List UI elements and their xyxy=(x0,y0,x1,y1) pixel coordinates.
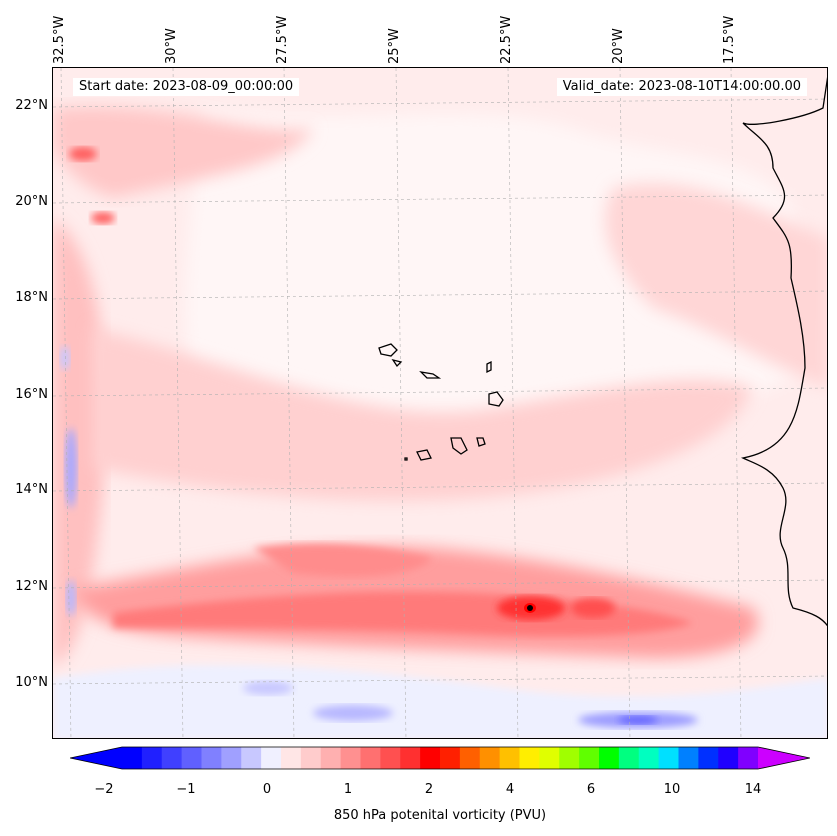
valid-date-label: Valid_date: 2023-08-10T14:00:00.00 xyxy=(556,78,807,96)
colorbar-segment xyxy=(658,747,679,769)
colorbar-tick-label: −2 xyxy=(94,782,114,797)
meridian-gridline xyxy=(619,68,631,738)
colorbar-segment xyxy=(201,747,222,769)
colorbar-segment xyxy=(281,747,302,769)
colorbar-title: 850 hPa potenital vorticity (PVU) xyxy=(333,808,547,823)
colorbar-tick-label: 2 xyxy=(424,782,434,797)
colorbar-segment xyxy=(718,747,739,769)
longitude-label: 20°W xyxy=(611,28,626,64)
gridlines xyxy=(53,68,827,738)
longitude-label: 25°W xyxy=(387,28,402,64)
colorbar-segment xyxy=(122,747,143,769)
colorbar-tick-label: 10 xyxy=(663,782,681,797)
colorbar-segment xyxy=(261,747,282,769)
colorbar-extend-low xyxy=(70,747,122,769)
colorbar-segment xyxy=(320,747,342,769)
colorbar-tick-label: 4 xyxy=(505,782,515,797)
meridian-gridline xyxy=(283,68,295,738)
meridian-gridline xyxy=(507,68,519,738)
colorbar-segment xyxy=(221,747,242,769)
colorbar-segment xyxy=(380,747,401,769)
colorbar-segment xyxy=(360,747,381,769)
colorbar-segment xyxy=(300,747,322,769)
colorbar-segment xyxy=(161,747,183,769)
longitude-label: 30°W xyxy=(164,28,179,64)
colorbar-segment xyxy=(698,747,719,769)
longitude-label: 32.5°W xyxy=(52,15,67,64)
colorbar-segment xyxy=(340,747,361,769)
colorbar-segment xyxy=(420,747,441,769)
colorbar-tick-label: −1 xyxy=(176,782,196,797)
start-date-label: Start date: 2023-08-09_00:00:00 xyxy=(73,78,300,96)
pv-field-map xyxy=(53,68,827,738)
latitude-label: 16°N xyxy=(15,387,48,402)
colorbar-tick-label: 6 xyxy=(586,782,596,797)
colorbar xyxy=(69,745,811,775)
colorbar-tick-label: 1 xyxy=(343,782,353,797)
longitude-label: 17.5°W xyxy=(722,15,737,64)
latitude-label: 18°N xyxy=(15,290,48,305)
colorbar-tick-label: 0 xyxy=(262,782,272,797)
colorbar-segment xyxy=(440,747,461,769)
latitude-label: 10°N xyxy=(15,675,48,690)
meridian-gridline xyxy=(172,68,184,738)
meridian-gridline xyxy=(730,68,742,738)
longitude-label: 27.5°W xyxy=(275,15,290,64)
colorbar-segment xyxy=(579,747,600,769)
meridian-gridline xyxy=(60,68,72,738)
meridian-gridline xyxy=(395,68,407,738)
coastline xyxy=(378,76,827,627)
colorbar-segment xyxy=(241,747,262,769)
colorbar-extend-high xyxy=(758,747,810,769)
colorbar-segment xyxy=(618,747,640,769)
colorbar-segment xyxy=(141,747,163,769)
colorbar-segment xyxy=(519,747,540,769)
colorbar-tick-label: 14 xyxy=(744,782,762,797)
colorbar-segment xyxy=(678,747,699,769)
colorbar-segment xyxy=(539,747,560,769)
colorbar-segment xyxy=(599,747,620,769)
latitude-label: 14°N xyxy=(15,482,48,497)
longitude-label: 22.5°W xyxy=(499,15,514,64)
colorbar-segment xyxy=(559,747,580,769)
colorbar-segment xyxy=(638,747,660,769)
colorbar-segment xyxy=(479,747,501,769)
latitude-label: 22°N xyxy=(15,98,48,113)
pv-contours xyxy=(53,106,827,738)
latitude-label: 20°N xyxy=(15,194,48,209)
colorbar-segment xyxy=(738,747,759,769)
colorbar-segment xyxy=(459,747,481,769)
colorbar-segment xyxy=(181,747,202,769)
map-panel: Start date: 2023-08-09_00:00:00 Valid_da… xyxy=(52,67,828,739)
latitude-label: 12°N xyxy=(15,579,48,594)
colorbar-segment xyxy=(400,747,421,769)
colorbar-segment xyxy=(499,747,520,769)
